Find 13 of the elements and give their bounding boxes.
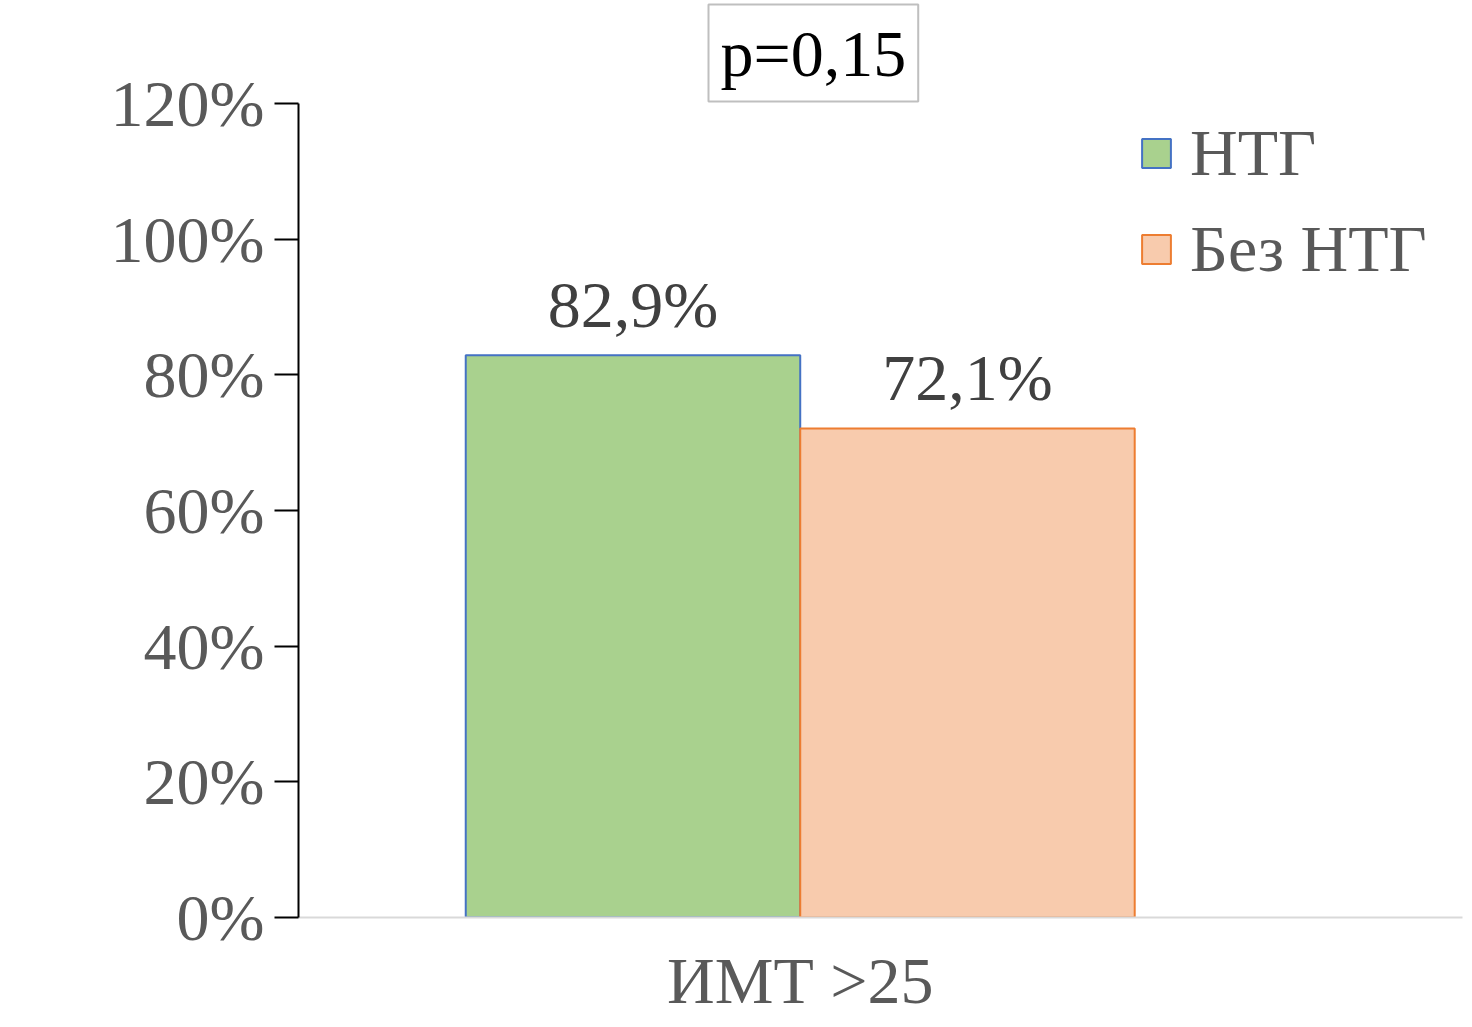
data-label: 82,9% xyxy=(547,268,719,342)
y-tick-label: 120% xyxy=(110,67,265,140)
legend-label: НТГ xyxy=(1190,115,1317,191)
y-tick-label: 60% xyxy=(143,474,265,547)
x-tick-label: ИМТ >25 xyxy=(667,943,934,1017)
text: p=0,15 xyxy=(720,16,907,90)
y-tick-label: 100% xyxy=(110,202,265,276)
data-label: 72,1% xyxy=(882,341,1053,415)
y-tick-label: 80% xyxy=(143,338,265,412)
y-tick-label: 0% xyxy=(176,881,265,954)
y-tick-label: 40% xyxy=(143,609,265,683)
y-tick-label: 20% xyxy=(143,745,265,819)
legend-label: Без НТГ xyxy=(1190,211,1427,287)
